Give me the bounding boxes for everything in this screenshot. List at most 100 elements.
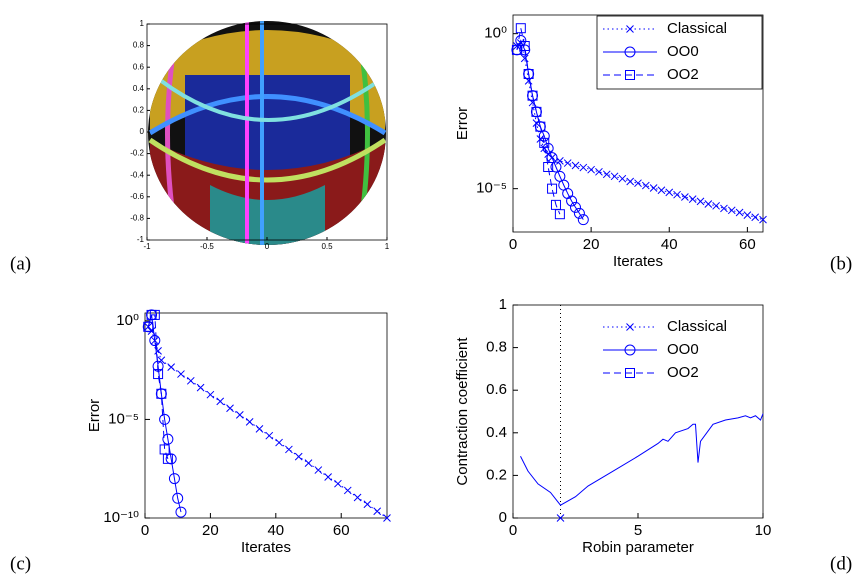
marker — [227, 405, 234, 412]
axes-box — [513, 305, 763, 518]
x-tick-label: 0 — [141, 522, 149, 539]
marker — [295, 453, 302, 460]
marker — [635, 180, 642, 187]
x-tick-label: 10 — [755, 522, 772, 539]
marker — [752, 214, 759, 221]
y-axis-label: Error — [454, 107, 471, 140]
y-tick-label: 10⁰ — [484, 25, 507, 42]
marker — [650, 185, 657, 192]
y-axis-label: Contraction coefficient — [454, 337, 471, 486]
x-tick-label: 0 — [509, 236, 517, 253]
marker — [658, 187, 665, 194]
marker — [266, 432, 273, 439]
series-line — [148, 327, 387, 518]
legend-marker — [627, 324, 634, 331]
series-line — [517, 28, 560, 214]
panel-label: (b) — [830, 253, 852, 274]
marker — [603, 171, 610, 178]
y-tick-label: 1 — [140, 19, 145, 28]
legend-label: Classical — [667, 318, 727, 335]
y-tick-label: -1 — [137, 235, 145, 244]
marker — [595, 168, 602, 175]
marker — [197, 384, 204, 391]
x-tick-label: 0 — [509, 522, 517, 539]
series-line — [148, 315, 181, 512]
y-tick-label: 0.8 — [486, 339, 507, 356]
y-tick-label: 0 — [499, 509, 507, 526]
panel-label: (a) — [10, 253, 31, 274]
y-tick-label: -0.4 — [130, 170, 144, 179]
y-tick-label: -0.8 — [130, 214, 144, 223]
y-tick-label: 0.2 — [133, 106, 145, 115]
series-line — [521, 414, 764, 506]
x-tick-label: 0.5 — [321, 242, 333, 251]
y-tick-label: -0.2 — [130, 149, 144, 158]
y-tick-label: 10⁻⁵ — [476, 180, 507, 197]
marker — [728, 207, 735, 214]
marker — [168, 364, 175, 371]
marker — [627, 178, 634, 185]
marker — [580, 164, 587, 171]
marker — [236, 411, 243, 418]
y-tick-label: 0 — [140, 127, 145, 136]
marker — [713, 202, 720, 209]
x-tick-label: 40 — [267, 522, 284, 539]
panel-label: (d) — [830, 553, 852, 574]
marker — [642, 182, 649, 189]
marker — [705, 201, 712, 208]
y-tick-label: 0.6 — [133, 62, 145, 71]
marker — [689, 196, 696, 203]
marker — [674, 191, 681, 198]
marker — [246, 418, 253, 425]
legend-label: OO0 — [667, 341, 699, 358]
marker — [666, 189, 673, 196]
marker — [344, 487, 351, 494]
y-tick-label: 0.2 — [486, 466, 507, 483]
marker — [588, 166, 595, 173]
y-tick-label: 0.4 — [133, 84, 145, 93]
y-tick-label: 0.8 — [133, 41, 145, 50]
marker — [315, 467, 322, 474]
legend-label: OO0 — [667, 43, 699, 60]
marker — [187, 377, 194, 384]
x-tick-label: 60 — [739, 236, 756, 253]
y-tick-label: 10⁻¹⁰ — [103, 509, 139, 526]
figure: (a) -1 -0.5 0 0.5 1 -1 -0.8 -0.6 -0.4 -0.2 0 0.2 0.4 0… — [0, 0, 863, 577]
x-tick-label: -0.5 — [200, 242, 214, 251]
x-axis-label: Iterates — [241, 539, 291, 556]
x-tick-label: 40 — [661, 236, 678, 253]
y-tick-label: 0.6 — [486, 381, 507, 398]
marker — [325, 474, 332, 481]
marker — [720, 205, 727, 212]
x-tick-label: 60 — [333, 522, 350, 539]
legend-label: OO2 — [667, 66, 699, 83]
x-tick-label: -1 — [143, 242, 151, 251]
marker — [207, 391, 214, 398]
marker — [276, 439, 283, 446]
marker — [374, 508, 381, 515]
page: {"chart_data":[ {"type":"mesh","panel_la… — [0, 0, 863, 577]
y-tick-label: -0.6 — [130, 192, 144, 201]
y-tick-label: 1 — [499, 296, 507, 313]
marker — [736, 209, 743, 216]
marker — [177, 371, 184, 378]
marker — [564, 160, 571, 167]
marker — [285, 446, 292, 453]
legend-label: Classical — [667, 20, 727, 37]
x-tick-label: 20 — [583, 236, 600, 253]
x-axis-label: Robin parameter — [582, 539, 694, 556]
sphere-mesh — [140, 15, 400, 250]
x-axis-label: Iterates — [613, 253, 663, 270]
marker — [217, 398, 224, 405]
marker — [364, 501, 371, 508]
marker — [681, 193, 688, 200]
marker — [697, 198, 704, 205]
marker — [619, 175, 626, 182]
marker — [256, 425, 263, 432]
marker — [611, 173, 618, 180]
legend-label: OO2 — [667, 364, 699, 381]
marker — [334, 480, 341, 487]
y-tick-label: 10⁻⁵ — [108, 410, 139, 427]
marker — [305, 460, 312, 467]
marker — [354, 494, 361, 501]
